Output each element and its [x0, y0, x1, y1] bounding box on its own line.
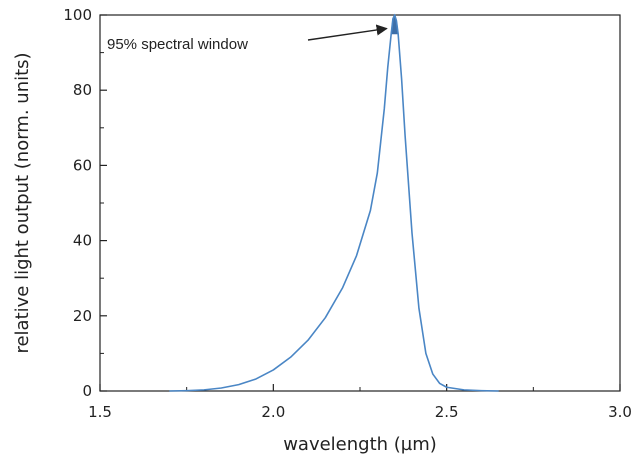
y-tick-label: 0: [82, 382, 92, 400]
y-tick-label: 20: [73, 307, 92, 325]
y-tick-label: 60: [73, 156, 92, 174]
plot-frame: [99, 14, 621, 392]
ticks-layer: 1.5 2.0 2.5 3.0 0 20 40 60 80 100: [63, 6, 632, 421]
x-axis-label: wavelength (µm): [283, 434, 437, 455]
annotation-arrow: [307, 24, 388, 41]
series-layer: [169, 14, 499, 392]
y-tick-label: 80: [73, 81, 92, 99]
x-tick-label: 2.0: [261, 403, 285, 421]
x-tick-label: 2.5: [435, 403, 459, 421]
x-tick-label: 1.5: [88, 403, 112, 421]
y-axis-label: relative light output (norm. units): [12, 52, 33, 353]
annotation-layer: 95% spectral window: [107, 24, 388, 53]
y-tick-label: 40: [73, 232, 92, 250]
annotation-text: 95% spectral window: [107, 36, 248, 53]
x-tick-label: 3.0: [608, 403, 632, 421]
series-line: [169, 14, 499, 392]
y-tick-label: 100: [63, 6, 92, 24]
